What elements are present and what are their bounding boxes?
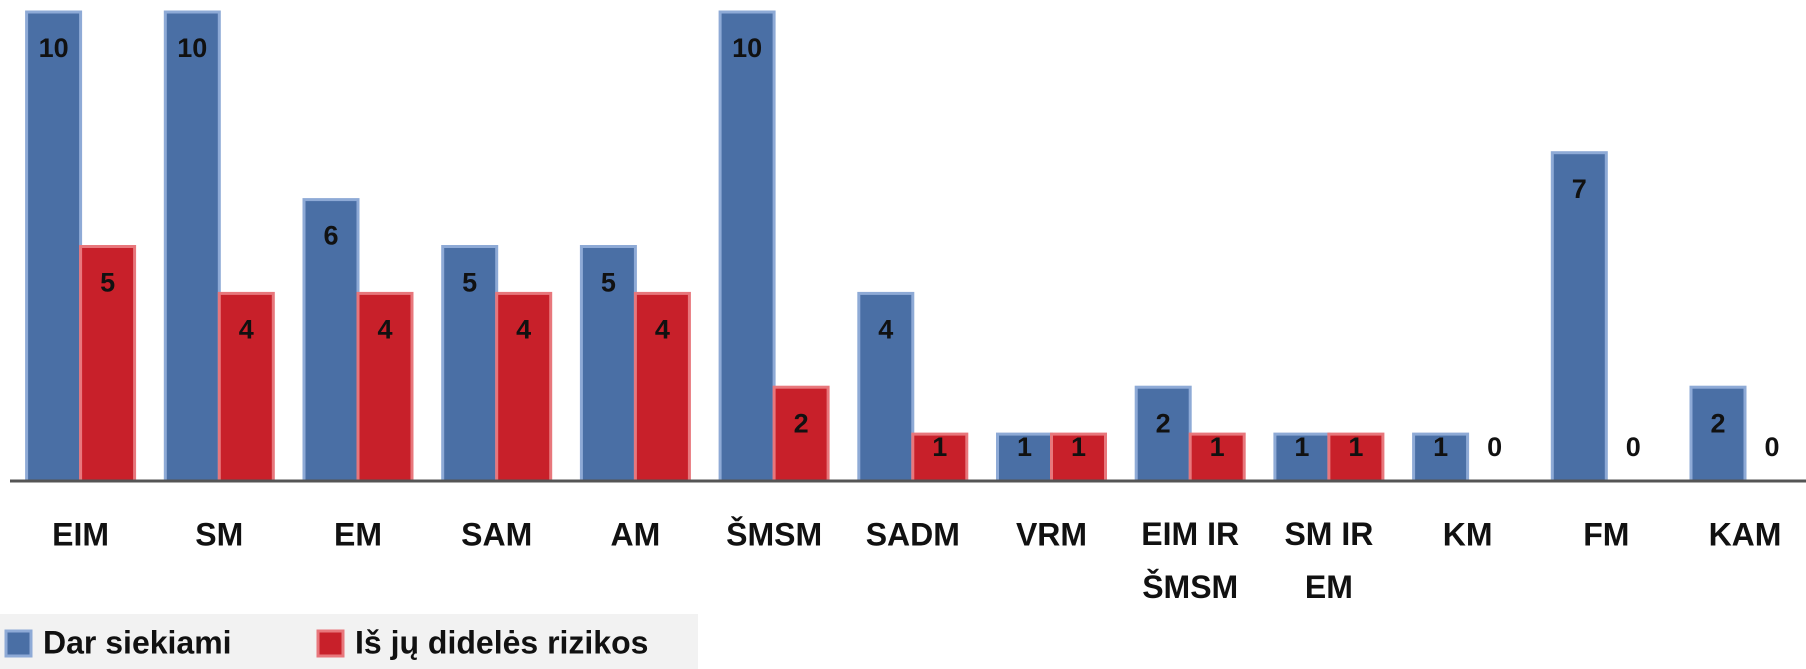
data-label: 4	[377, 315, 392, 345]
data-label: 2	[1156, 408, 1171, 438]
data-label: 1	[1017, 432, 1032, 462]
data-label: 0	[1487, 432, 1502, 462]
data-label: 6	[323, 221, 338, 251]
x-tick-label: SAM	[461, 516, 532, 552]
data-label: 0	[1626, 432, 1641, 462]
data-label: 1	[1210, 432, 1225, 462]
bar	[25, 10, 83, 483]
bar	[1327, 432, 1385, 483]
x-tick-label: SADM	[866, 516, 960, 552]
bar	[772, 385, 830, 483]
data-label: 1	[1433, 432, 1448, 462]
x-tick-label: SM IR EM	[1284, 516, 1373, 605]
legend-label: Dar siekiami	[43, 624, 232, 660]
data-label: 5	[462, 268, 477, 298]
legend-swatch	[316, 629, 345, 658]
bar	[302, 198, 360, 483]
data-label: 10	[732, 33, 762, 63]
bar	[163, 10, 221, 483]
bar	[217, 291, 275, 483]
x-tick-label: SM	[195, 516, 243, 552]
x-tick-label: KAM	[1709, 516, 1782, 552]
x-tick-label: KM	[1443, 516, 1493, 552]
data-label: 0	[1764, 432, 1779, 462]
data-label: 4	[239, 315, 254, 345]
data-label: 2	[794, 408, 809, 438]
data-label: 7	[1572, 174, 1587, 204]
data-label: 1	[932, 432, 947, 462]
bar	[79, 245, 137, 483]
x-tick-label: VRM	[1016, 516, 1087, 552]
data-label: 4	[516, 315, 531, 345]
x-tick-label: EIM	[52, 516, 109, 552]
bar	[1550, 151, 1608, 483]
bar	[996, 432, 1053, 483]
bar	[718, 10, 776, 483]
data-label: 1	[1348, 432, 1363, 462]
data-label: 4	[878, 315, 893, 345]
x-tick-label: EM	[334, 516, 382, 552]
legend-box	[0, 614, 698, 669]
data-label: 2	[1710, 408, 1725, 438]
data-label: 1	[1294, 432, 1309, 462]
bar	[857, 291, 915, 483]
data-label: 4	[655, 315, 670, 345]
x-tick-label: EIM IR ŠMSM	[1141, 516, 1239, 605]
x-tick-label: AM	[611, 516, 661, 552]
bar	[633, 291, 691, 483]
data-label: 5	[100, 268, 115, 298]
x-tick-label: ŠMSM	[726, 516, 822, 552]
x-tick-label: FM	[1583, 516, 1629, 552]
bar	[1188, 432, 1246, 483]
legend-label: Iš jų didelės rizikos	[355, 624, 648, 660]
data-label: 5	[601, 268, 616, 298]
bar	[1689, 385, 1747, 483]
data-label: 10	[39, 33, 69, 63]
data-label: 1	[1071, 432, 1086, 462]
legend-swatch	[4, 629, 33, 658]
bar	[1134, 385, 1192, 483]
data-label: 10	[177, 33, 207, 63]
